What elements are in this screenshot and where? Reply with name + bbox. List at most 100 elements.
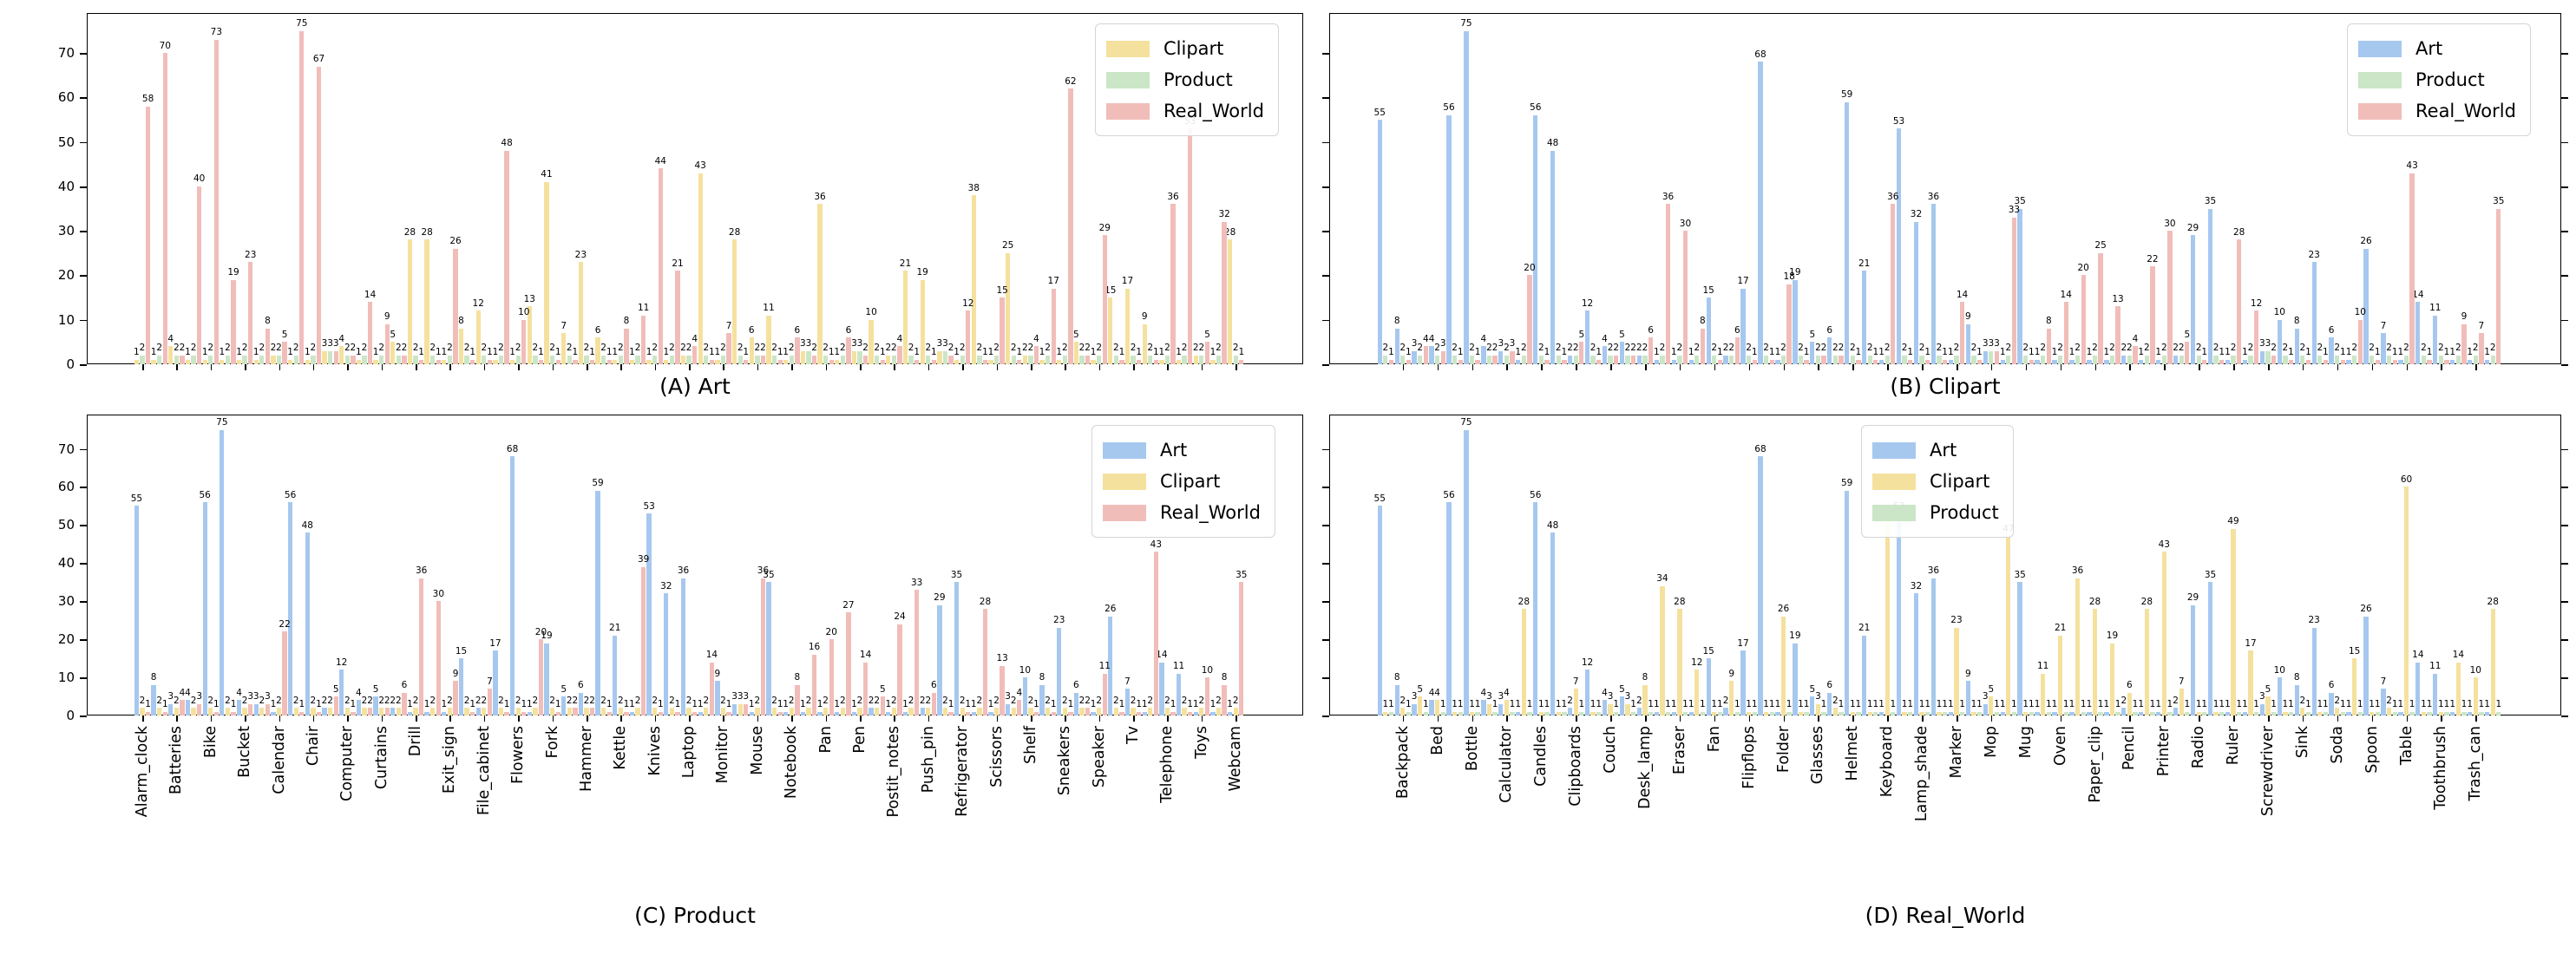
bar-clipart xyxy=(1677,609,1682,716)
category-tick-label: Exit_sign xyxy=(441,726,459,794)
bar-product xyxy=(1113,355,1119,364)
bar-art xyxy=(1193,711,1198,716)
bar-product xyxy=(1028,355,1033,364)
bar-value-label: 35 xyxy=(2014,569,2026,580)
bar-clipart xyxy=(293,708,298,716)
bar-product xyxy=(2473,355,2478,364)
bar-real_world xyxy=(982,609,988,716)
bar-product xyxy=(2479,711,2484,716)
bar-value-label: 1 xyxy=(2323,347,2329,358)
x-tick-mark xyxy=(1956,716,1958,722)
bar-value-label: 43 xyxy=(2158,539,2170,550)
bar-value-label: 10 xyxy=(2354,307,2366,318)
bar-value-label: 1 xyxy=(1855,347,1862,358)
bar-value-label: 6 xyxy=(578,680,584,691)
bar-real_world xyxy=(351,711,356,716)
bar-value-label: 59 xyxy=(1841,478,1853,489)
bar-art xyxy=(800,711,805,716)
y-tick-mark xyxy=(2561,639,2568,641)
bar-art xyxy=(1740,288,1746,364)
bar-value-label: 4 xyxy=(1016,687,1023,698)
bar-value-label: 2 xyxy=(839,695,846,706)
x-tick-mark xyxy=(860,364,862,370)
bar-value-label: 1 xyxy=(2201,347,2208,358)
bar-value-label: 1 xyxy=(1751,699,1758,710)
bar-clipart xyxy=(185,359,191,364)
bar-value-label: 1 xyxy=(1970,699,1977,710)
category-tick-label: Batteries xyxy=(167,726,186,795)
x-tick-mark xyxy=(1852,364,1854,370)
bar-value-label: 1 xyxy=(1653,699,1660,710)
bar-real_world xyxy=(1959,302,1965,364)
bar-product xyxy=(1562,711,1567,716)
bar-product xyxy=(1400,355,1406,364)
bar-value-label: 1 xyxy=(1561,347,1568,358)
bar-value-label: 1 xyxy=(2086,699,2093,710)
bar-value-label: 48 xyxy=(1546,519,1559,531)
bar-value-label: 2 xyxy=(344,695,351,706)
bar-product xyxy=(2057,355,2063,364)
bar-art xyxy=(731,703,737,716)
bar-value-label: 2 xyxy=(1567,343,1573,354)
bar-clipart xyxy=(2041,673,2046,716)
x-tick-mark xyxy=(2233,716,2235,722)
bar-value-label: 5 xyxy=(1619,683,1625,695)
bar-value-label: 2 xyxy=(1780,343,1786,354)
bar-real_world xyxy=(624,328,629,364)
bar-value-label: 2 xyxy=(1382,343,1389,354)
bar-clipart xyxy=(731,239,737,364)
bar-real_world xyxy=(2340,359,2345,364)
bar-value-label: 1 xyxy=(1457,347,1464,358)
bar-product xyxy=(2352,355,2357,364)
category-tick-label: Trash_can xyxy=(2467,726,2485,801)
category-tick-label: Helmet xyxy=(1844,726,1862,781)
bar-real_world xyxy=(2427,359,2432,364)
bar-art xyxy=(1412,350,1417,364)
bar-value-label: 14 xyxy=(2412,650,2424,660)
bar-product xyxy=(2403,355,2409,364)
bar-value-label: 17 xyxy=(1121,276,1134,287)
bar-real_world xyxy=(2202,359,2207,364)
bar-value-label: 1 xyxy=(1855,699,1862,710)
bar-value-label: 15 xyxy=(1104,284,1117,296)
bar-value-label: 2 xyxy=(823,343,829,354)
bar-value-label: 1 xyxy=(612,347,619,358)
bar-product xyxy=(875,355,880,364)
bar-real_world xyxy=(2167,231,2173,364)
bar-art xyxy=(2242,359,2248,364)
bar-value-label: 3 xyxy=(1982,691,1989,702)
bar-clipart xyxy=(2092,609,2098,716)
bar-clipart xyxy=(2006,536,2011,716)
bar-art xyxy=(1983,350,1988,364)
x-tick-mark xyxy=(689,716,691,722)
bar-clipart xyxy=(875,708,880,716)
panel-d-caption: (D) Real_World xyxy=(1865,903,2026,928)
x-tick-mark xyxy=(791,716,793,722)
bar-value-label: 4 xyxy=(1480,687,1487,698)
bar-value-label: 6 xyxy=(1073,680,1079,691)
bar-value-label: 35 xyxy=(950,569,963,580)
bar-clipart xyxy=(458,328,464,364)
bar-clipart xyxy=(1418,696,1423,716)
bar-real_world xyxy=(333,696,338,716)
bar-value-label: 1 xyxy=(2443,699,2450,710)
bar-clipart xyxy=(886,355,891,364)
bar-value-label: 38 xyxy=(967,182,980,193)
bar-art xyxy=(2259,350,2265,364)
x-tick-mark xyxy=(2094,364,2097,370)
bar-product xyxy=(908,355,914,364)
bar-art xyxy=(151,684,156,716)
bar-product xyxy=(891,355,897,364)
bar-art xyxy=(868,708,874,716)
bar-value-label: 59 xyxy=(592,478,604,489)
bar-real_world xyxy=(1682,231,1688,364)
bar-product xyxy=(362,355,367,364)
bar-art xyxy=(2329,337,2334,364)
bar-real_world xyxy=(744,359,749,364)
bar-clipart xyxy=(1573,689,1578,716)
bar-real_world xyxy=(1579,342,1584,364)
bar-art xyxy=(664,593,669,716)
category-tick-label: Bike xyxy=(201,726,220,759)
bar-value-label: 30 xyxy=(1679,218,1692,229)
